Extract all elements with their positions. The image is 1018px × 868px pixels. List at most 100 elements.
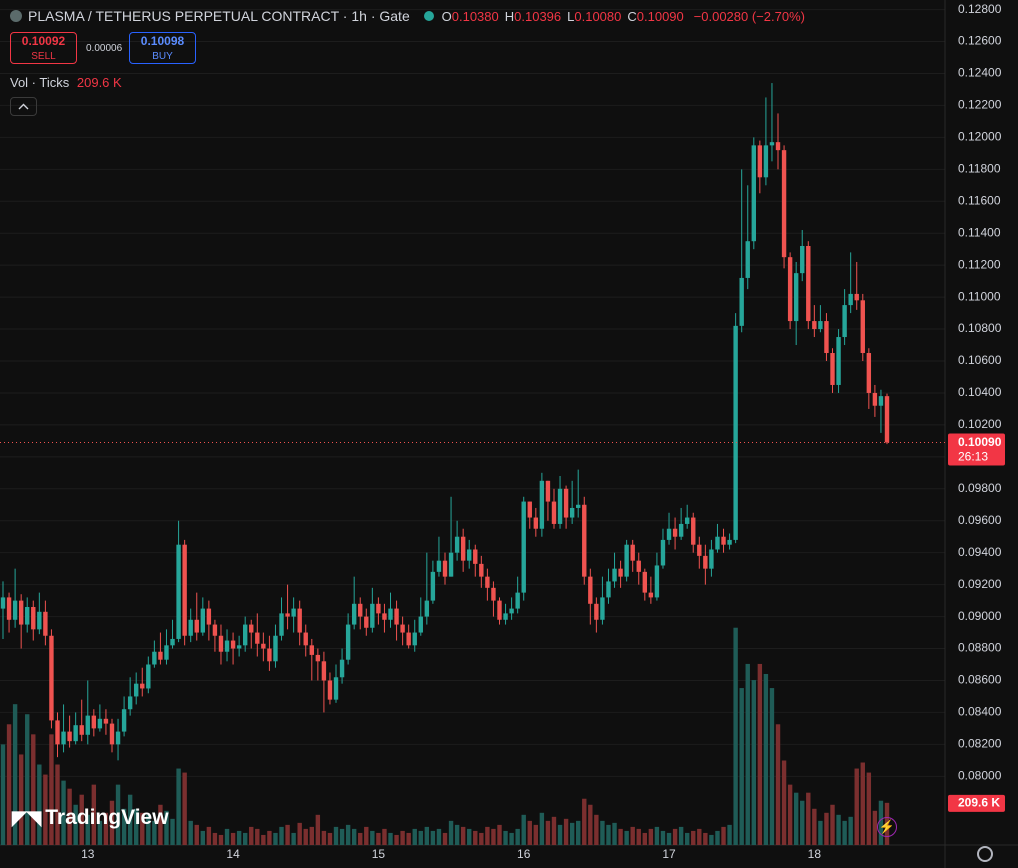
candle-body — [866, 353, 872, 393]
candle-body — [806, 245, 811, 322]
candle-body — [563, 488, 569, 518]
candle-body — [382, 613, 387, 620]
candle-body — [364, 616, 369, 628]
volume-bar — [176, 768, 181, 845]
volume-bar — [388, 832, 393, 845]
candles — [0, 83, 890, 761]
volume-bar — [497, 824, 502, 845]
candle-body — [25, 606, 30, 625]
volume-bar — [491, 828, 496, 845]
x-tick-label: 14 — [226, 847, 240, 861]
ohlc-value: 0.10380 — [451, 9, 499, 24]
volume-bar — [140, 812, 145, 845]
volume-bar — [642, 832, 648, 845]
y-tick-label: 0.12200 — [958, 98, 1002, 112]
volume-bar — [678, 826, 684, 845]
candle-body — [642, 571, 648, 593]
ohlc-value: 0.10080 — [574, 9, 622, 24]
logo[interactable]: ◤◥ TradingView — [12, 806, 169, 829]
candle-body — [691, 517, 696, 545]
candle-body — [485, 576, 490, 588]
candle-body — [115, 731, 121, 745]
buy-button[interactable]: 0.10098 BUY — [129, 32, 196, 64]
volume-bar — [170, 818, 175, 845]
volume-bar — [569, 822, 575, 845]
candle-body — [91, 715, 97, 729]
volume-bar — [703, 832, 708, 845]
x-tick-label: 13 — [81, 847, 95, 861]
volume-bar — [527, 820, 532, 845]
candle-body — [418, 616, 423, 633]
volume-bar — [146, 814, 151, 845]
candle-body — [473, 549, 478, 564]
candle-body — [618, 568, 623, 577]
volume-bar — [515, 828, 520, 845]
candle-body — [769, 142, 775, 146]
candle-body — [787, 257, 793, 322]
volume-bar — [842, 820, 847, 845]
chevron-icon — [18, 103, 29, 110]
volume-bar — [618, 828, 623, 845]
buy-label: BUY — [152, 51, 173, 62]
volume-bar — [236, 830, 242, 845]
volume-bar — [473, 830, 478, 845]
y-tick-label: 0.10800 — [958, 321, 1002, 335]
volume-bar — [115, 784, 121, 845]
volume-bar — [806, 792, 811, 845]
candle-body — [781, 150, 787, 258]
buy-price: 0.10098 — [140, 34, 185, 48]
volume-bar — [727, 824, 732, 845]
volume-bar — [345, 824, 351, 845]
collapse-button[interactable] — [10, 97, 37, 116]
last-price-tag — [948, 433, 1005, 466]
candle-body — [812, 321, 817, 330]
volume-bar — [654, 826, 660, 845]
candle-body — [218, 635, 224, 652]
volume-legend-title[interactable]: Vol · Ticks — [10, 75, 70, 90]
volume-bar — [339, 828, 345, 845]
candle-body — [97, 718, 103, 729]
candle-body — [406, 632, 411, 646]
symbol-title[interactable]: PLASMA / TETHERUS PERPETUAL CONTRACT · 1… — [28, 8, 410, 24]
candle-body — [370, 603, 375, 628]
candle-body — [454, 536, 460, 553]
volume-bar — [576, 820, 581, 845]
volume-bar — [787, 784, 793, 845]
volume-bar — [467, 828, 472, 845]
candle-body — [412, 632, 417, 646]
volume-bar — [697, 828, 702, 845]
volume-bar — [812, 808, 817, 845]
candle-body — [164, 645, 169, 660]
y-tick-label: 0.10400 — [958, 385, 1002, 399]
candle-body — [146, 664, 151, 689]
sell-button[interactable]: 0.10092 SELL — [10, 32, 77, 64]
candle-body — [297, 608, 302, 633]
volume-bar — [321, 830, 327, 845]
candle-body — [545, 480, 551, 502]
lightning-button[interactable]: ⚡ — [877, 817, 897, 837]
candle-body — [848, 293, 853, 306]
volume-bar — [224, 828, 230, 845]
legend-row: PLASMA / TETHERUS PERPETUAL CONTRACT · 1… — [10, 8, 805, 24]
volume-bar — [97, 820, 103, 845]
candle-body — [18, 600, 24, 625]
volume-bar — [164, 810, 169, 845]
volume-bar — [739, 688, 744, 845]
volume-bar — [91, 784, 97, 845]
candle-body — [291, 608, 296, 617]
candle-body — [460, 536, 466, 561]
candle-body — [140, 683, 145, 689]
ohlc-key: L — [567, 9, 575, 24]
candle-body — [261, 643, 266, 649]
volume-bar — [73, 804, 78, 845]
candle-body — [351, 603, 357, 625]
candle-body — [424, 600, 430, 617]
volume-bar — [31, 734, 36, 845]
settings-button[interactable] — [977, 846, 993, 862]
x-tick-label: 18 — [808, 847, 822, 861]
candle-body — [551, 501, 557, 524]
candle-body — [509, 608, 514, 614]
candle-body — [152, 651, 157, 665]
candle-body — [249, 624, 254, 633]
candle-body — [442, 560, 448, 577]
